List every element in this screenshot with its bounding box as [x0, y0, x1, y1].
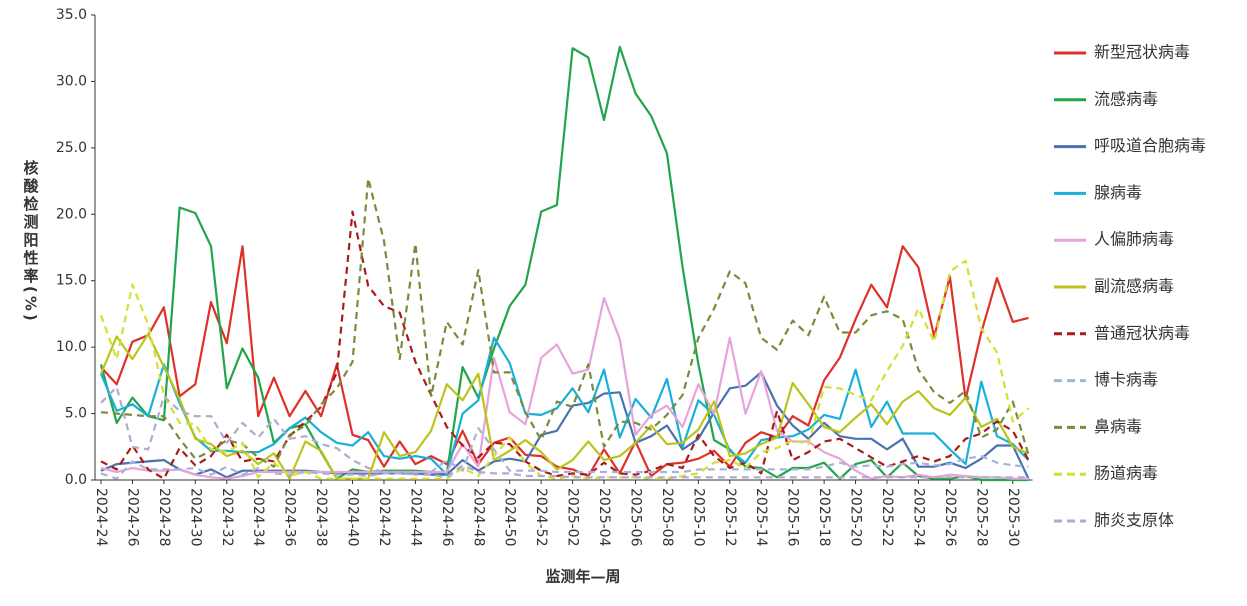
x-tick-label: 2024-38: [313, 488, 329, 547]
x-tick-label: 2025-30: [1005, 488, 1021, 547]
legend-label: 新型冠状病毒: [1094, 43, 1190, 62]
x-tick-label: 2024-52: [533, 488, 549, 547]
series-line: [99, 336, 1030, 476]
x-tick-label: 2025-24: [910, 488, 926, 547]
x-tick-label: 2025-28: [973, 488, 989, 547]
legend-label: 副流感病毒: [1094, 277, 1174, 296]
x-tick-label: 2024-24: [93, 488, 109, 547]
x-tick-label: 2025-10: [690, 488, 706, 547]
x-tick-label: 2025-26: [942, 488, 958, 547]
x-axis-title: 监测年—周: [545, 568, 620, 586]
x-tick-label: 2025-16: [785, 488, 801, 547]
x-tick-label: 2025-14: [753, 488, 769, 547]
y-tick-label: 20.0: [56, 206, 87, 222]
y-axis-title: 核酸检测阳性率(%): [22, 159, 40, 324]
x-tick-label: 2024-32: [219, 488, 235, 547]
series-line: [100, 177, 1030, 468]
y-tick-label: 30.0: [56, 73, 87, 89]
series-line: [99, 45, 1029, 482]
x-tick-label: 2024-44: [407, 488, 423, 547]
y-tick-label: 0.0: [65, 472, 87, 488]
series-line: [100, 210, 1030, 480]
x-tick-label: 2025-18: [816, 488, 832, 547]
x-tick-label: 2025-12: [722, 488, 738, 547]
series-line: [100, 245, 1029, 478]
x-tick-label: 2025-08: [659, 488, 675, 547]
series-line: [100, 385, 1029, 479]
legend-label: 普通冠状病毒: [1094, 323, 1190, 342]
x-tick-label: 2024-34: [250, 488, 266, 547]
legend-label: 肠道病毒: [1094, 464, 1158, 483]
x-tick-label: 2025-02: [565, 488, 581, 547]
x-tick-label: 2024-36: [282, 488, 298, 547]
legend-label: 肺炎支原体: [1094, 511, 1174, 530]
legend-label: 流感病毒: [1094, 89, 1158, 108]
y-tick-label: 5.0: [65, 406, 87, 422]
x-tick-label: 2024-40: [345, 488, 361, 547]
x-tick-label: 2025-20: [848, 488, 864, 547]
x-tick-label: 2024-46: [439, 488, 455, 547]
legend-label: 腺病毒: [1094, 183, 1142, 202]
y-tick-label: 35.0: [56, 7, 87, 23]
x-tick-label: 2024-42: [376, 488, 392, 547]
series-line: [99, 332, 1029, 480]
x-tick-label: 2025-22: [879, 488, 895, 547]
legend-label: 博卡病毒: [1094, 370, 1158, 389]
series-line: [99, 259, 1030, 480]
legend-label: 呼吸道合胞病毒: [1094, 136, 1206, 155]
legend-label: 人偏肺病毒: [1094, 230, 1174, 249]
x-tick-label: 2024-30: [187, 488, 203, 547]
x-tick-label: 2024-26: [124, 488, 140, 547]
y-tick-label: 25.0: [56, 140, 87, 156]
y-tick-label: 10.0: [56, 339, 87, 355]
y-tick-label: 15.0: [56, 273, 87, 289]
x-tick-label: 2024-28: [156, 488, 172, 547]
x-tick-label: 2024-50: [502, 488, 518, 547]
legend-label: 鼻病毒: [1094, 417, 1142, 436]
x-tick-label: 2024-48: [470, 488, 486, 547]
x-tick-label: 2025-06: [627, 488, 643, 547]
x-tick-label: 2025-04: [596, 488, 612, 547]
series-line: [100, 371, 1030, 480]
